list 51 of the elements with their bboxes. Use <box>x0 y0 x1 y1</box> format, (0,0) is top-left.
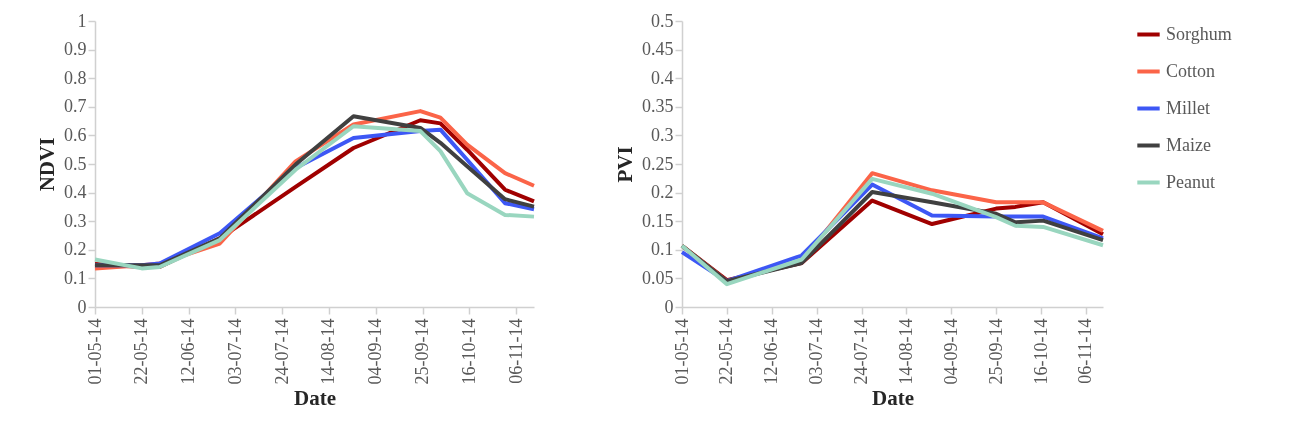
x-tick-label: 12-06-14 <box>761 318 782 385</box>
x-tick-label: 24-07-14 <box>851 318 872 385</box>
x-tick-label: 16-10-14 <box>1030 318 1051 385</box>
legend-label: Cotton <box>1166 60 1216 81</box>
x-tick-label: 04-09-14 <box>940 318 961 385</box>
y-tick-label: 0.7 <box>64 96 87 117</box>
y-tick-label: 0.45 <box>642 39 674 60</box>
y-tick-label: 0.2 <box>651 182 674 203</box>
y-tick-label: 0.3 <box>651 124 674 145</box>
legend-label: Peanut <box>1166 171 1215 192</box>
y-tick-label: 0.35 <box>642 96 674 117</box>
x-tick-label: 01-05-14 <box>671 318 692 385</box>
y-tick-label: 0.1 <box>64 267 87 288</box>
y-tick-label: 1 <box>77 10 87 31</box>
x-tick-label: 24-07-14 <box>271 318 292 385</box>
x-axis-title: Date <box>294 386 336 411</box>
y-tick-label: 0.4 <box>651 67 674 88</box>
x-tick-label: 25-09-14 <box>412 318 433 385</box>
legend-label: Maize <box>1166 134 1211 155</box>
y-tick-label: 0.8 <box>64 67 87 88</box>
y-tick-label: 0 <box>664 296 674 317</box>
y-tick-label: 0.1 <box>651 239 674 260</box>
y-tick-label: 0.6 <box>64 124 87 145</box>
x-tick-label: 16-10-14 <box>458 318 479 385</box>
y-tick-label: 0.15 <box>642 210 674 231</box>
x-tick-label: 06-11-14 <box>505 318 526 384</box>
y-tick-label: 0.25 <box>642 153 674 174</box>
x-tick-label: 22-05-14 <box>716 318 737 385</box>
y-axis-title: NDVI <box>35 137 59 192</box>
x-tick-label: 14-08-14 <box>895 318 916 385</box>
x-tick-label: 14-08-14 <box>318 318 339 385</box>
y-tick-label: 0.2 <box>64 239 87 260</box>
y-tick-label: 0.4 <box>64 182 87 203</box>
legend-label: Millet <box>1166 97 1210 118</box>
y-tick-label: 0 <box>77 296 87 317</box>
y-tick-label: 0.9 <box>64 39 87 60</box>
x-tick-label: 22-05-14 <box>131 318 152 385</box>
y-axis-title: PVI <box>613 146 637 183</box>
y-tick-label: 0.05 <box>642 267 674 288</box>
x-axis-title: Date <box>872 386 914 411</box>
x-tick-label: 04-09-14 <box>365 318 386 385</box>
legend-label: Sorghum <box>1166 23 1232 44</box>
y-tick-label: 0.5 <box>64 153 87 174</box>
x-tick-label: 12-06-14 <box>178 318 199 385</box>
y-tick-label: 0.5 <box>651 10 674 31</box>
x-tick-label: 06-11-14 <box>1075 318 1096 384</box>
x-tick-label: 01-05-14 <box>84 318 105 385</box>
y-tick-label: 0.3 <box>64 210 87 231</box>
x-tick-label: 25-09-14 <box>985 318 1006 385</box>
x-tick-label: 03-07-14 <box>806 318 827 385</box>
x-tick-label: 03-07-14 <box>224 318 245 385</box>
